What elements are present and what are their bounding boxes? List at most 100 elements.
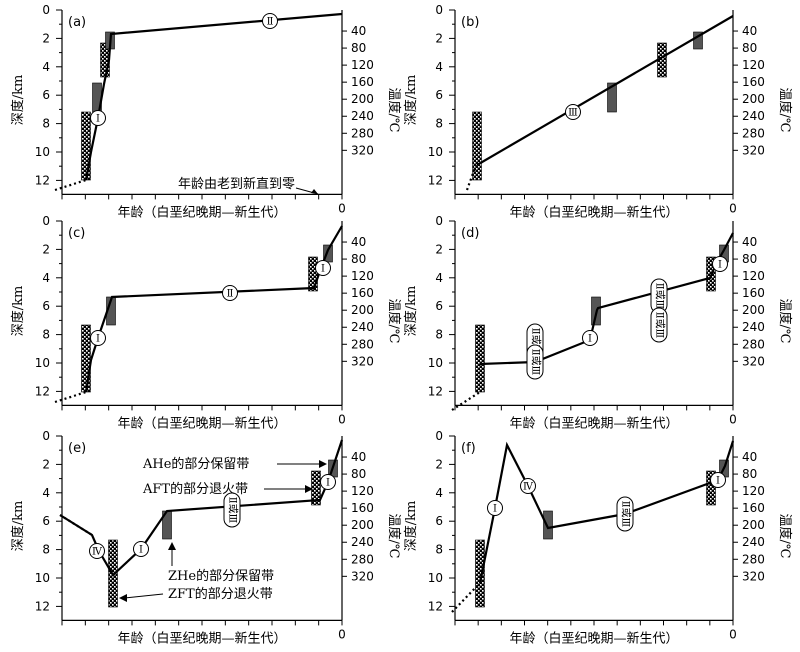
- depth-tick-label: 4: [42, 271, 50, 285]
- temperature-tick-label: 80: [351, 252, 366, 266]
- stage-marker: [222, 285, 238, 301]
- stage-marker: [223, 492, 241, 528]
- thermal-path: [479, 232, 734, 366]
- age-axis-title: 年龄（白垩纪晚期—新生代）: [509, 415, 678, 431]
- depth-tick-label: 0: [42, 214, 50, 228]
- early-path-dotted: [451, 391, 481, 411]
- depth-axis-title: 深度/km: [403, 75, 419, 126]
- depth-axis-title: 深度/km: [403, 286, 419, 337]
- temperature-tick-label: 160: [742, 501, 765, 515]
- depth-axis-title: 深度/km: [10, 75, 26, 126]
- depth-tick-label: 10: [35, 356, 50, 370]
- thermal-path: [84, 12, 343, 181]
- stage-marker-label: Ⅰ: [716, 476, 720, 487]
- zhe-annotation: ZHe的部分保留带: [168, 568, 274, 584]
- zft-aft-bar: [475, 324, 485, 393]
- arrow-head: [168, 542, 176, 550]
- depth-tick-label: 0: [42, 3, 50, 17]
- temperature-tick-label: 40: [742, 450, 757, 464]
- depth-tick-label: 6: [435, 299, 443, 313]
- depth-tick-label: 8: [435, 117, 443, 131]
- stage-marker-label: Ⅰ: [326, 478, 330, 489]
- depth-tick-label: 10: [35, 571, 50, 585]
- depth-tick-label: 0: [42, 429, 50, 443]
- early-path-dotted: [54, 178, 87, 192]
- age-zero-label: 0: [338, 201, 346, 215]
- stage-marker: [89, 543, 105, 559]
- arrow-head: [311, 189, 318, 194]
- panel-label: (f): [461, 441, 476, 456]
- age-zero-label: 0: [729, 627, 737, 641]
- temperature-tick-label: 200: [742, 303, 765, 317]
- stage-marker-label: Ⅱ或Ⅲ: [530, 349, 542, 376]
- temperature-tick-label: 200: [351, 92, 374, 106]
- temperature-tick-label: 160: [351, 501, 374, 515]
- temperature-tick-label: 80: [742, 252, 757, 266]
- depth-tick-label: 4: [42, 60, 50, 74]
- depth-tick-label: 2: [42, 31, 50, 45]
- temperature-tick-label: 120: [742, 269, 765, 283]
- depth-tick-label: 10: [35, 145, 50, 159]
- stage-marker: [520, 478, 536, 494]
- temperature-axis-title: 温度/℃: [386, 514, 402, 559]
- temperature-axis-title: 温度/℃: [777, 514, 793, 559]
- temperature-tick-label: 120: [351, 269, 374, 283]
- stage-marker-label: Ⅱ或Ⅲ: [620, 501, 632, 528]
- temperature-tick-label: 280: [351, 126, 374, 140]
- thermal-path: [84, 225, 343, 393]
- temperature-tick-label: 160: [351, 75, 374, 89]
- zft-aft-bar: [81, 324, 91, 393]
- panel-f: 0 2 4 6 8 10 12 40 80 120 160 200 240 280 320 年龄（白垩纪晚期—…: [403, 429, 793, 646]
- stage-marker-label: Ⅰ: [588, 334, 592, 345]
- depth-tick-label: 0: [435, 214, 443, 228]
- stage-marker: [90, 110, 106, 126]
- temperature-tick-label: 240: [351, 535, 374, 549]
- temperature-tick-label: 160: [742, 286, 765, 300]
- depth-tick-label: 6: [42, 88, 50, 102]
- temperature-tick-label: 40: [742, 235, 757, 249]
- depth-tick-label: 0: [435, 429, 443, 443]
- stage-marker: [565, 104, 581, 120]
- age-zero-label: 0: [338, 627, 346, 641]
- temperature-tick-label: 40: [351, 24, 366, 38]
- depth-tick-label: 2: [435, 457, 443, 471]
- zhe-ahe-bar: [693, 31, 703, 50]
- early-path-dotted: [451, 582, 481, 613]
- age-zero-label: 0: [338, 412, 346, 426]
- age-axis-title: 年龄（白垩纪晚期—新生代）: [117, 204, 286, 220]
- temperature-axis-title: 温度/℃: [386, 299, 402, 344]
- panel-d: 0 2 4 6 8 10 12 40 80 120 160 200 240 280 320 年龄（白垩纪晚期—…: [403, 214, 793, 431]
- stage-marker-label: Ⅱ或Ⅲ: [654, 312, 666, 339]
- depth-tick-label: 6: [435, 88, 443, 102]
- age-axis-title: 年龄（白垩纪晚期—新生代）: [509, 630, 678, 646]
- temperature-axis-title: 温度/℃: [777, 88, 793, 133]
- panel-label: (b): [461, 15, 479, 30]
- stage-marker-label: Ⅰ: [321, 264, 325, 275]
- stage-marker-label: Ⅱ或Ⅲ: [227, 497, 239, 524]
- temperature-tick-label: 200: [351, 303, 374, 317]
- depth-tick-label: 6: [435, 514, 443, 528]
- temperature-tick-label: 120: [742, 58, 765, 72]
- temperature-tick-label: 200: [742, 518, 765, 532]
- age-axis-title: 年龄（白垩纪晚期—新生代）: [117, 415, 286, 431]
- depth-tick-label: 8: [435, 328, 443, 342]
- temperature-tick-label: 280: [742, 337, 765, 351]
- panel-c: 0 2 4 6 8 10 12 40 80 120 160 200 240 280 320 年龄（白垩纪晚期—…: [10, 214, 402, 431]
- depth-tick-label: 10: [428, 571, 443, 585]
- aft-annotation: AFT的部分退火带: [142, 481, 248, 497]
- temperature-tick-label: 40: [742, 24, 757, 38]
- temperature-tick-label: 320: [742, 143, 765, 157]
- panel-label: (d): [461, 226, 479, 241]
- depth-tick-label: 12: [35, 599, 50, 613]
- zft-aft-bar: [475, 539, 485, 608]
- stage-marker-label: Ⅳ: [523, 482, 534, 493]
- panel-e: 0 2 4 6 8 10 12 40 80 120 160 200 240 280 320 年龄（白垩纪晚期—…: [10, 429, 402, 646]
- stage-marker-label: Ⅱ或Ⅲ: [654, 283, 666, 310]
- temperature-tick-label: 80: [742, 467, 757, 481]
- stage-marker: [712, 256, 728, 272]
- panel-label: (e): [68, 441, 86, 456]
- depth-tick-label: 12: [35, 384, 50, 398]
- depth-tick-label: 12: [35, 173, 50, 187]
- depth-axis-title: 深度/km: [403, 501, 419, 552]
